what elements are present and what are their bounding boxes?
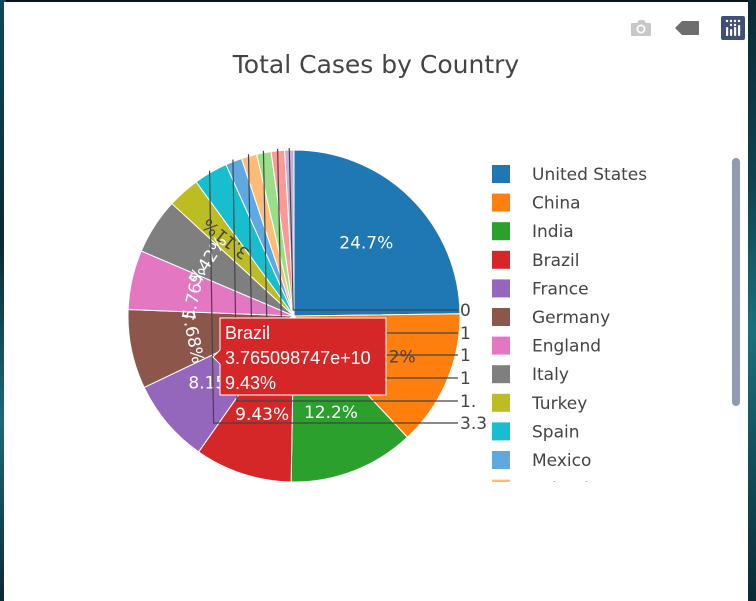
pie-chart: 24.7%13.2%12.2%9.43%8.15%7.68%5.76%5.42%… [127,148,647,500]
legend-label: Germany [532,308,610,328]
legend-swatch [492,365,510,384]
pie-slice-united-states[interactable] [293,149,461,317]
legend-swatch [492,193,510,212]
legend-label: Spain [532,422,580,442]
legend-label: Turkey [531,394,587,414]
tag-icon[interactable] [674,16,700,40]
legend-item-germany[interactable]: Germany [492,308,610,328]
legend-item-france[interactable]: France [492,279,589,299]
legend-swatch [492,451,510,469]
legend-scrollbar[interactable] [732,158,740,406]
chart-title: Total Cases by Country [232,50,520,79]
legend-swatch [492,165,510,183]
legend-swatch [492,222,510,241]
legend-label: Mexico [532,451,591,471]
leader-line [232,159,458,402]
legend-item-united-states[interactable]: United States [492,165,647,185]
legend-swatch [492,336,510,355]
leader-line [288,148,458,311]
hover-label: Brazil [225,323,270,343]
legend-label: England [532,337,601,357]
legend-item-spain[interactable]: Spain [492,422,580,442]
slice-label-united-states: 24.7% [339,234,393,254]
hover-percent: 9.43% [225,373,276,393]
legend-item-england[interactable]: England [492,336,601,357]
legend-item-italy[interactable]: Italy [492,365,569,385]
legend-item-brazil[interactable]: Brazil [492,251,579,271]
hover-tooltip: Brazil 3.765098747e+10 9.43% [212,317,387,396]
legend-label: Poland [532,480,589,500]
slice-label-india: 12.2% [304,403,358,423]
camera-icon[interactable] [628,16,654,40]
legend-item-poland[interactable]: Poland [492,479,589,500]
outside-slice-label: 1 [460,324,471,344]
legend-item-china[interactable]: China [492,193,581,214]
outside-slice-label: 1. [460,392,476,412]
hover-value: 3.765098747e+10 [225,348,371,368]
legend-swatch [492,308,510,326]
legend-label: China [532,194,581,214]
legend-item-india[interactable]: India [492,222,574,242]
background-edge-right [748,0,756,601]
outside-slice-label: 0 [460,301,471,321]
modebar [628,16,746,40]
legend-label: United States [532,165,647,185]
legend-label: India [532,222,574,242]
legend-item-turkey[interactable]: Turkey [492,393,587,414]
legend-item-mexico[interactable]: Mexico [492,451,591,471]
legend-label: Brazil [532,251,579,271]
legend-swatch [492,479,510,482]
slice-label-brazil: 9.43% [235,405,289,425]
legend-swatch [492,250,510,269]
legend-swatch [492,422,510,441]
outside-slice-label: 3.3 [460,414,487,434]
legend-label: Italy [532,365,569,385]
plotly-logo-icon[interactable] [720,16,746,40]
outside-slice-label: 1 [460,369,471,389]
chart-panel: Total Cases by Country 24.7% 13.2% 12.2% 9.… [4,2,748,601]
legend-swatch [492,393,510,412]
legend-label: France [532,279,589,299]
outside-slice-label: 1 [460,346,471,366]
background-edge-left [0,0,6,601]
legend-swatch [492,279,510,298]
leader-line [208,170,458,424]
